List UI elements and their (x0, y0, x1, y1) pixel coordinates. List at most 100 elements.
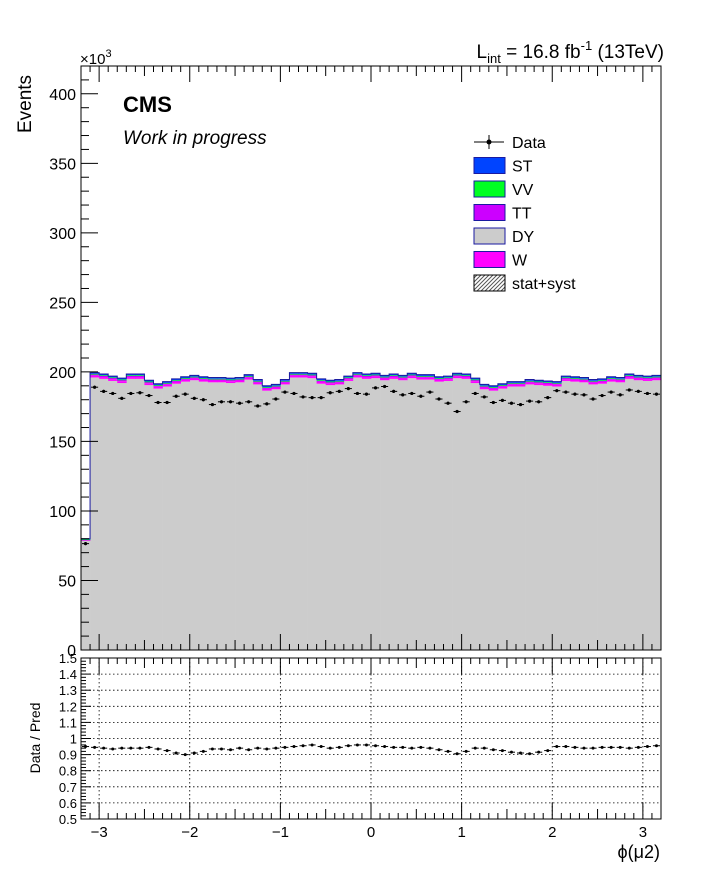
data-point-marker (265, 402, 269, 406)
data-point-marker (564, 390, 568, 394)
bar-tt (352, 374, 363, 376)
legend-swatch (473, 204, 506, 221)
data-point (580, 393, 588, 397)
ratio-point (245, 748, 253, 752)
x-axis-label: ϕ(μ2) (618, 842, 660, 862)
bar-st (235, 377, 245, 379)
bar-tt (90, 374, 100, 376)
bar-w (579, 380, 589, 383)
lumi-label: Lint = 16.8 fb-1 (13TeV) (477, 38, 664, 66)
data-point-marker (392, 389, 396, 393)
data-point-marker (401, 393, 405, 397)
bar-dy (389, 378, 399, 650)
bar-vv (343, 377, 354, 379)
bar-vv (307, 374, 317, 376)
main-x-axis (80, 66, 662, 650)
bar-tt (443, 377, 453, 380)
ratio-point (154, 747, 162, 751)
bar-w (144, 383, 154, 386)
ratio-point (181, 753, 189, 757)
data-point (607, 390, 615, 394)
ratio-point-marker (238, 746, 242, 750)
bar-st (534, 380, 544, 382)
bar-dy (117, 383, 127, 650)
data-point (444, 401, 452, 405)
bar-w (171, 381, 181, 384)
ratio-point (426, 746, 434, 750)
ratio-point (526, 752, 534, 756)
ratio-point-marker (491, 748, 495, 752)
ratio-point-marker (537, 750, 541, 754)
bar-tt (244, 376, 254, 378)
y-tick-label: 350 (49, 156, 76, 173)
bar-dy (443, 380, 453, 650)
bar-st (271, 384, 281, 386)
data-point-marker (600, 393, 604, 398)
ratio-point-marker (183, 753, 187, 757)
bar-w (516, 384, 526, 387)
ratio-y-axis: 0.50.60.70.80.91 1.11.21.31.41.5 (59, 651, 91, 827)
bar-w (479, 387, 490, 390)
bar-tt (416, 376, 426, 378)
bar-st (597, 378, 607, 381)
bar-dy (235, 382, 245, 650)
ratio-point (190, 751, 198, 755)
bar-st (651, 375, 661, 377)
bar-tt (280, 381, 290, 383)
bar-tt (371, 374, 381, 377)
main-y-axis: 0 50 100 150 200 250 300 350 400 (49, 65, 98, 660)
bar-tt (561, 377, 571, 380)
bar-tt (579, 379, 589, 381)
ratio-point (227, 748, 235, 752)
bar-w (534, 383, 544, 386)
bar-vv (352, 373, 363, 375)
bar-st (198, 376, 209, 379)
bar-vv (380, 376, 390, 378)
ratio-point (172, 751, 180, 755)
legend-entry-st: ST (473, 157, 533, 176)
ratio-point-marker (600, 745, 604, 749)
ratio-point-marker (455, 752, 459, 756)
data-point-marker (228, 400, 233, 404)
ratio-point (308, 743, 316, 747)
ratio-point (390, 745, 398, 749)
data-point-marker (83, 542, 88, 546)
bar-tt (271, 386, 281, 388)
bar-dy (180, 381, 191, 650)
bar-dy (516, 386, 526, 650)
bar-st (516, 381, 526, 383)
data-point (299, 395, 307, 399)
data-point-marker (201, 398, 205, 402)
ratio-point-marker (156, 747, 160, 751)
ratio-point-marker (147, 745, 151, 749)
bar-dy (316, 383, 326, 650)
data-point-marker (654, 392, 659, 396)
bar-st (525, 379, 535, 381)
bar-vv (171, 380, 181, 381)
data-point (281, 390, 289, 394)
ratio-y-tick-label: 1.4 (59, 667, 77, 682)
ratio-point (281, 745, 289, 749)
ratio-point-marker (509, 750, 513, 754)
bar-vv (651, 376, 661, 378)
bar-tt (207, 379, 218, 381)
ratio-point-marker (355, 743, 359, 747)
bar-vv (588, 380, 598, 382)
y-tick-label: 150 (49, 434, 76, 451)
bar-w (189, 378, 200, 381)
data-point-marker (219, 400, 224, 404)
bar-tt (235, 379, 245, 381)
y-tick-label: 50 (58, 573, 76, 590)
bar-w (289, 375, 299, 378)
bar-w (235, 380, 245, 383)
bar-vv (570, 378, 580, 379)
bar-w (552, 384, 562, 387)
bar-vv (81, 539, 91, 541)
data-point (353, 391, 361, 396)
data-point-marker (419, 394, 423, 398)
data-point (109, 391, 117, 396)
ratio-y-tick-label: 0.6 (59, 796, 77, 811)
data-point-marker (410, 391, 414, 396)
ratio-point-marker (645, 745, 649, 749)
ratio-point (562, 745, 570, 749)
